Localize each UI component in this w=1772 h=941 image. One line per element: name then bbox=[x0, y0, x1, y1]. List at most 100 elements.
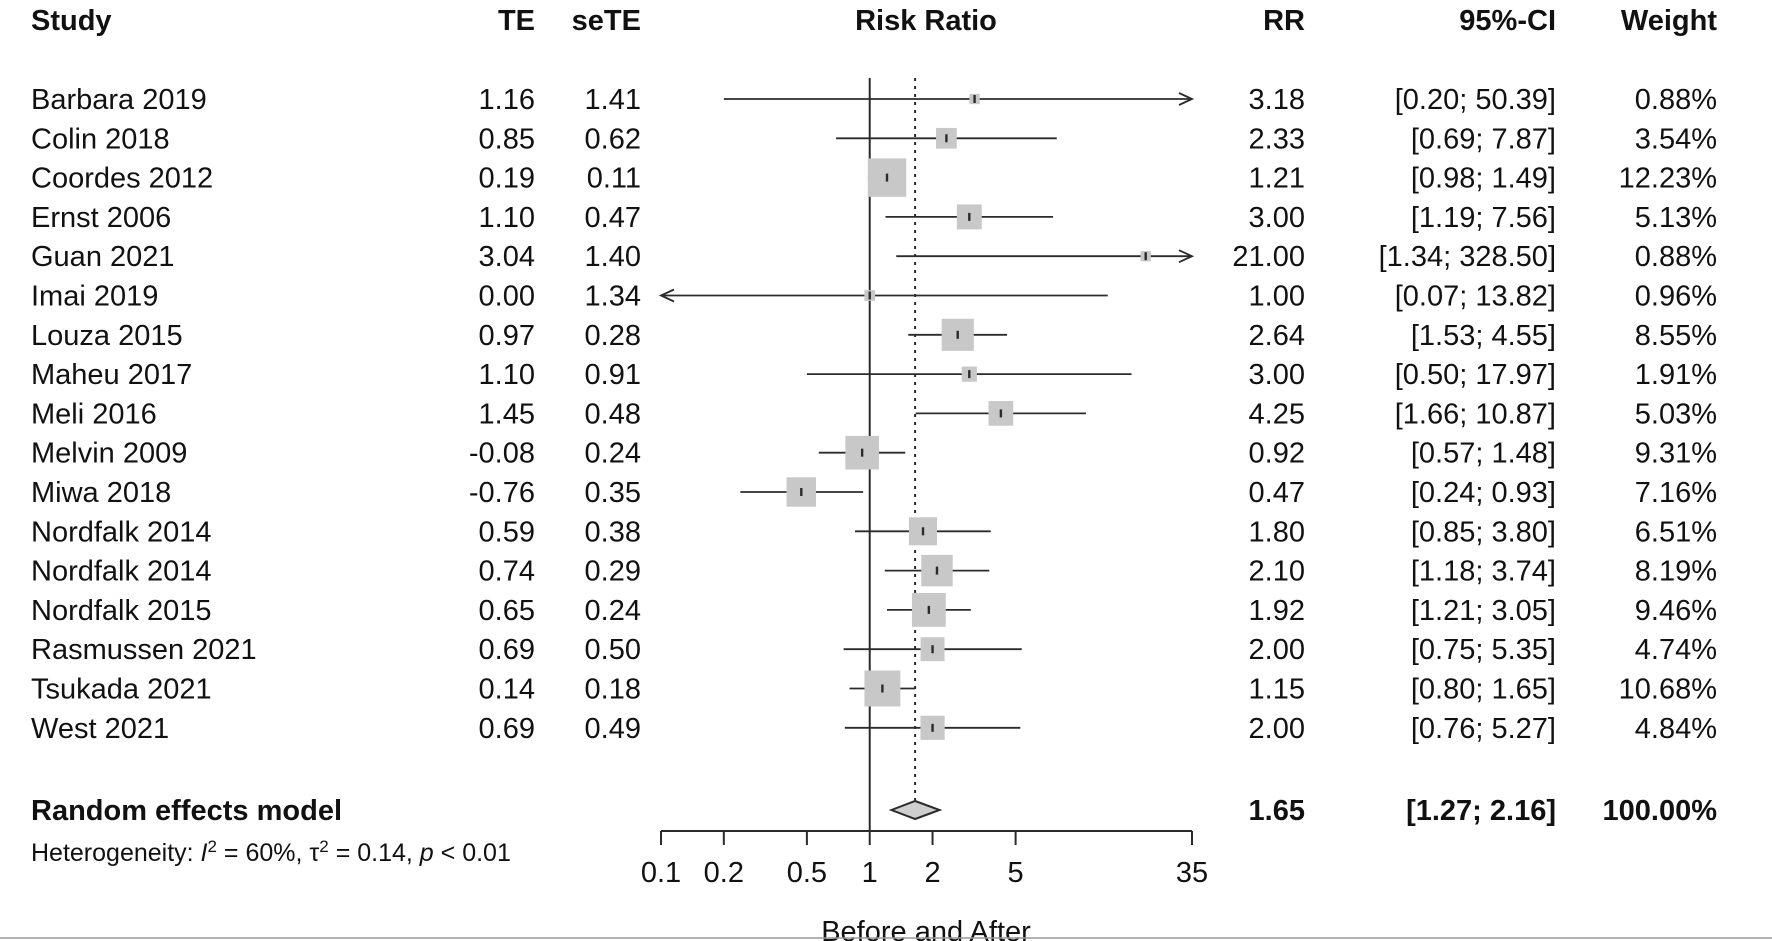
study-label: Guan 2021 bbox=[31, 241, 175, 273]
study-ci: [1.34; 328.50] bbox=[1379, 241, 1556, 273]
study-rr: 1.15 bbox=[1249, 674, 1305, 706]
header-study: Study bbox=[31, 5, 112, 37]
study-weight: 3.54% bbox=[1635, 123, 1717, 155]
column-headers: Study TE seTE Risk Ratio RR 95%-CI Weigh… bbox=[31, 5, 1717, 37]
study-te: -0.08 bbox=[469, 438, 535, 470]
header-ci: 95%-CI bbox=[1459, 5, 1556, 37]
study-ci: [1.66; 10.87] bbox=[1395, 398, 1556, 430]
study-label: Tsukada 2021 bbox=[31, 674, 212, 706]
study-rr: 0.92 bbox=[1249, 438, 1305, 470]
study-sete: 0.18 bbox=[585, 674, 641, 706]
study-sete: 0.28 bbox=[585, 320, 641, 352]
study-sete: 0.29 bbox=[585, 556, 641, 588]
x-axis-tick-label: 35 bbox=[1176, 857, 1208, 889]
header-sete: seTE bbox=[572, 5, 641, 37]
x-axis-tick-label: 1 bbox=[862, 857, 878, 889]
study-ci: [0.75; 5.35] bbox=[1411, 634, 1556, 666]
study-label: Nordfalk 2014 bbox=[31, 516, 212, 548]
study-rr: 21.00 bbox=[1232, 241, 1305, 273]
study-sete: 0.38 bbox=[585, 516, 641, 548]
study-label: Meli 2016 bbox=[31, 398, 157, 430]
summary-rr: 1.65 bbox=[1249, 795, 1305, 827]
summary-ci: [1.27; 2.16] bbox=[1406, 795, 1556, 827]
het-i2-sup: 2 bbox=[208, 837, 217, 856]
study-rr: 2.64 bbox=[1249, 320, 1305, 352]
study-label: Coordes 2012 bbox=[31, 163, 213, 195]
study-ci: [0.80; 1.65] bbox=[1411, 674, 1556, 706]
x-axis-tick-label: 0.1 bbox=[641, 857, 681, 889]
study-te: 3.04 bbox=[479, 241, 535, 273]
summary-label: Random effects model bbox=[31, 795, 342, 827]
x-axis-tick-label: 0.2 bbox=[704, 857, 744, 889]
study-te: -0.76 bbox=[469, 477, 535, 509]
study-sete: 0.47 bbox=[585, 202, 641, 234]
study-ci: [1.21; 3.05] bbox=[1411, 595, 1556, 627]
summary-row: Random effects model 1.65 [1.27; 2.16] 1… bbox=[31, 795, 1717, 827]
study-te: 1.10 bbox=[479, 359, 535, 391]
study-te: 0.65 bbox=[479, 595, 535, 627]
study-te: 0.19 bbox=[479, 163, 535, 195]
study-te: 0.74 bbox=[479, 556, 535, 588]
study-label: Ernst 2006 bbox=[31, 202, 171, 234]
header-risk-ratio: Risk Ratio bbox=[855, 5, 997, 37]
study-ci: [0.07; 13.82] bbox=[1395, 281, 1556, 313]
study-sete: 1.34 bbox=[585, 281, 641, 313]
study-rr: 3.18 bbox=[1249, 84, 1305, 116]
study-sete: 0.50 bbox=[585, 634, 641, 666]
study-marks bbox=[658, 92, 1195, 740]
study-label: Colin 2018 bbox=[31, 123, 170, 155]
study-rr: 2.10 bbox=[1249, 556, 1305, 588]
study-ci: [1.19; 7.56] bbox=[1411, 202, 1556, 234]
study-weight: 0.88% bbox=[1635, 84, 1717, 116]
study-label: Maheu 2017 bbox=[31, 359, 192, 391]
study-rows: Barbara 2019 1.16 1.41 3.18 [0.20; 50.39] 0.8… bbox=[31, 84, 1717, 745]
study-weight: 5.03% bbox=[1635, 398, 1717, 430]
study-rr: 2.00 bbox=[1249, 713, 1305, 745]
study-ci: [0.50; 17.97] bbox=[1395, 359, 1556, 391]
het-p-value: < 0.01 bbox=[434, 839, 511, 867]
study-ci-arrow-left bbox=[658, 288, 675, 303]
study-ci: [1.18; 3.74] bbox=[1411, 556, 1556, 588]
study-rr: 4.25 bbox=[1249, 398, 1305, 430]
study-sete: 0.24 bbox=[585, 438, 641, 470]
study-te: 0.59 bbox=[479, 516, 535, 548]
x-axis-tick-label: 2 bbox=[924, 857, 940, 889]
study-weight: 6.51% bbox=[1635, 516, 1717, 548]
study-sete: 0.48 bbox=[585, 398, 641, 430]
study-label: Nordfalk 2014 bbox=[31, 556, 212, 588]
study-rr: 1.00 bbox=[1249, 281, 1305, 313]
study-sete: 0.62 bbox=[585, 123, 641, 155]
study-weight: 0.88% bbox=[1635, 241, 1717, 273]
study-label: Nordfalk 2015 bbox=[31, 595, 212, 627]
study-ci: [1.53; 4.55] bbox=[1411, 320, 1556, 352]
study-weight: 12.23% bbox=[1619, 163, 1717, 195]
study-te: 0.14 bbox=[479, 674, 535, 706]
study-rr: 1.80 bbox=[1249, 516, 1305, 548]
study-label: Louza 2015 bbox=[31, 320, 183, 352]
het-tau-value: = 0.14, bbox=[329, 839, 420, 867]
study-weight: 1.91% bbox=[1635, 359, 1717, 391]
het-p-symbol: p bbox=[419, 839, 434, 867]
study-ci: [0.57; 1.48] bbox=[1411, 438, 1556, 470]
x-axis-tick-label: 5 bbox=[1008, 857, 1024, 889]
study-weight: 8.55% bbox=[1635, 320, 1717, 352]
study-weight: 9.31% bbox=[1635, 438, 1717, 470]
study-rr: 1.92 bbox=[1249, 595, 1305, 627]
x-axis: 0.1 0.2 0.5 1 2 5 35 bbox=[641, 830, 1208, 889]
study-weight: 7.16% bbox=[1635, 477, 1717, 509]
study-te: 1.10 bbox=[479, 202, 535, 234]
study-weight: 0.96% bbox=[1635, 281, 1717, 313]
het-i2-symbol: I bbox=[201, 839, 208, 867]
het-tau-sup: 2 bbox=[319, 837, 328, 856]
study-te: 0.00 bbox=[479, 281, 535, 313]
study-label: Barbara 2019 bbox=[31, 84, 207, 116]
study-te: 1.45 bbox=[479, 398, 535, 430]
study-label: Rasmussen 2021 bbox=[31, 634, 257, 666]
study-sete: 1.40 bbox=[585, 241, 641, 273]
het-tau-symbol: τ bbox=[309, 839, 319, 867]
study-sete: 0.11 bbox=[587, 163, 641, 195]
study-weight: 5.13% bbox=[1635, 202, 1717, 234]
x-axis-tick-label: 0.5 bbox=[787, 857, 827, 889]
study-weight: 4.74% bbox=[1635, 634, 1717, 666]
